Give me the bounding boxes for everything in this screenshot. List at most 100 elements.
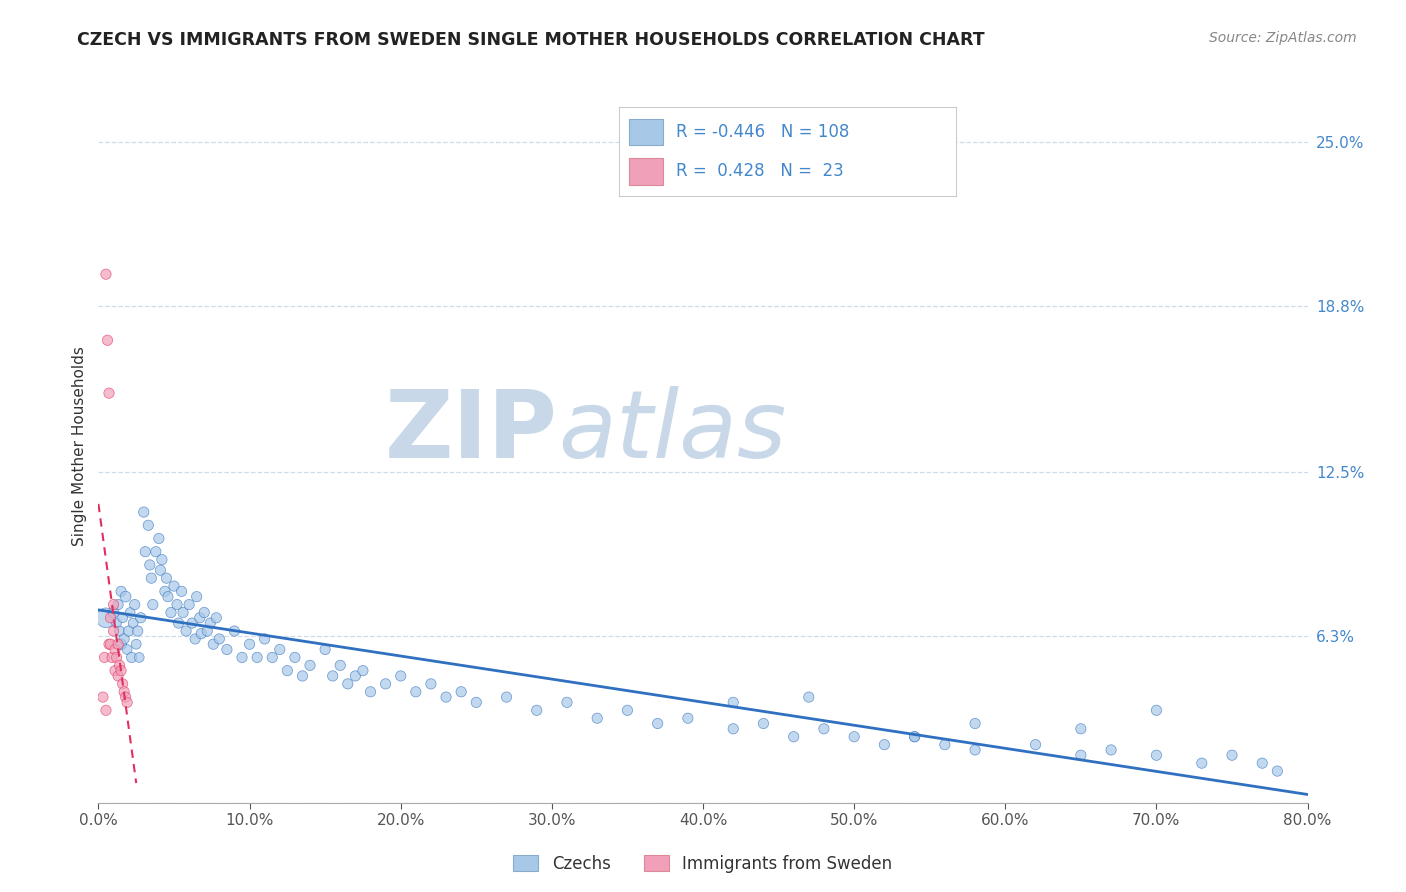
Point [124, 598, 146, 612]
Point [125, 637, 148, 651]
Point [797, 690, 820, 704]
Point [93, 650, 115, 665]
Point [934, 738, 956, 752]
Point [94, 611, 117, 625]
Point [94, 703, 117, 717]
Point [374, 677, 396, 691]
Text: R =  0.428   N =  23: R = 0.428 N = 23 [676, 162, 844, 180]
Point [676, 711, 699, 725]
Point [904, 730, 927, 744]
Point [107, 669, 129, 683]
Point [1220, 748, 1243, 763]
Point [202, 637, 225, 651]
Point [179, 598, 201, 612]
Point [110, 584, 132, 599]
Point [495, 690, 517, 704]
Point [1070, 748, 1092, 763]
Point [208, 632, 231, 646]
Point [186, 590, 208, 604]
Point [112, 632, 135, 646]
Point [450, 685, 472, 699]
Text: atlas: atlas [558, 386, 786, 477]
Bar [628, 158, 662, 185]
Point [121, 650, 143, 665]
Point [616, 703, 638, 717]
Point [167, 616, 190, 631]
Point [153, 584, 176, 599]
Legend: Czechs, Immigrants from Sweden: Czechs, Immigrants from Sweden [506, 848, 900, 880]
Point [723, 695, 745, 709]
Point [813, 722, 835, 736]
Point [150, 552, 173, 566]
Point [465, 695, 488, 709]
Point [145, 545, 167, 559]
Point [103, 606, 125, 620]
Point [111, 677, 134, 691]
Point [108, 624, 131, 638]
Point [98, 386, 121, 401]
Point [91, 690, 114, 704]
Point [269, 642, 291, 657]
Point [101, 650, 124, 665]
Point [329, 658, 352, 673]
Point [103, 598, 125, 612]
Point [136, 518, 159, 533]
Point [172, 606, 194, 620]
Text: R = -0.446   N = 108: R = -0.446 N = 108 [676, 123, 849, 141]
Point [526, 703, 548, 717]
Point [107, 598, 129, 612]
Point [122, 616, 145, 631]
Point [344, 669, 367, 683]
Point [127, 624, 149, 638]
Point [246, 650, 269, 665]
Point [100, 611, 122, 625]
Point [253, 632, 276, 646]
Point [120, 606, 142, 620]
Text: CZECH VS IMMIGRANTS FROM SWEDEN SINGLE MOTHER HOUSEHOLDS CORRELATION CHART: CZECH VS IMMIGRANTS FROM SWEDEN SINGLE M… [77, 31, 986, 49]
Text: ZIP: ZIP [385, 385, 558, 478]
Point [434, 690, 457, 704]
Point [647, 716, 669, 731]
Point [844, 730, 866, 744]
Point [965, 743, 987, 757]
Point [104, 642, 127, 657]
Point [284, 650, 307, 665]
Point [555, 695, 578, 709]
Y-axis label: Single Mother Households: Single Mother Households [72, 346, 87, 546]
Point [205, 611, 228, 625]
Point [873, 738, 896, 752]
Point [231, 650, 253, 665]
Point [115, 642, 138, 657]
Point [110, 637, 132, 651]
Point [110, 664, 132, 678]
Point [156, 590, 179, 604]
Point [105, 616, 128, 631]
Point [752, 716, 775, 731]
Point [134, 545, 156, 559]
Point [160, 606, 183, 620]
Point [190, 626, 212, 640]
Point [239, 637, 262, 651]
Point [1024, 738, 1046, 752]
Point [193, 606, 215, 620]
Point [181, 616, 204, 631]
Point [170, 584, 193, 599]
Point [195, 624, 218, 638]
Point [141, 571, 163, 585]
Point [184, 632, 207, 646]
Point [783, 730, 806, 744]
Point [299, 658, 322, 673]
Point [224, 624, 246, 638]
Point [1251, 756, 1274, 771]
Point [149, 563, 172, 577]
Point [166, 598, 188, 612]
Point [262, 650, 284, 665]
Point [200, 616, 222, 631]
Point [107, 637, 129, 651]
Bar [628, 119, 662, 145]
Point [111, 611, 134, 625]
Point [276, 664, 298, 678]
Point [723, 722, 745, 736]
Point [118, 624, 141, 638]
Point [314, 642, 336, 657]
